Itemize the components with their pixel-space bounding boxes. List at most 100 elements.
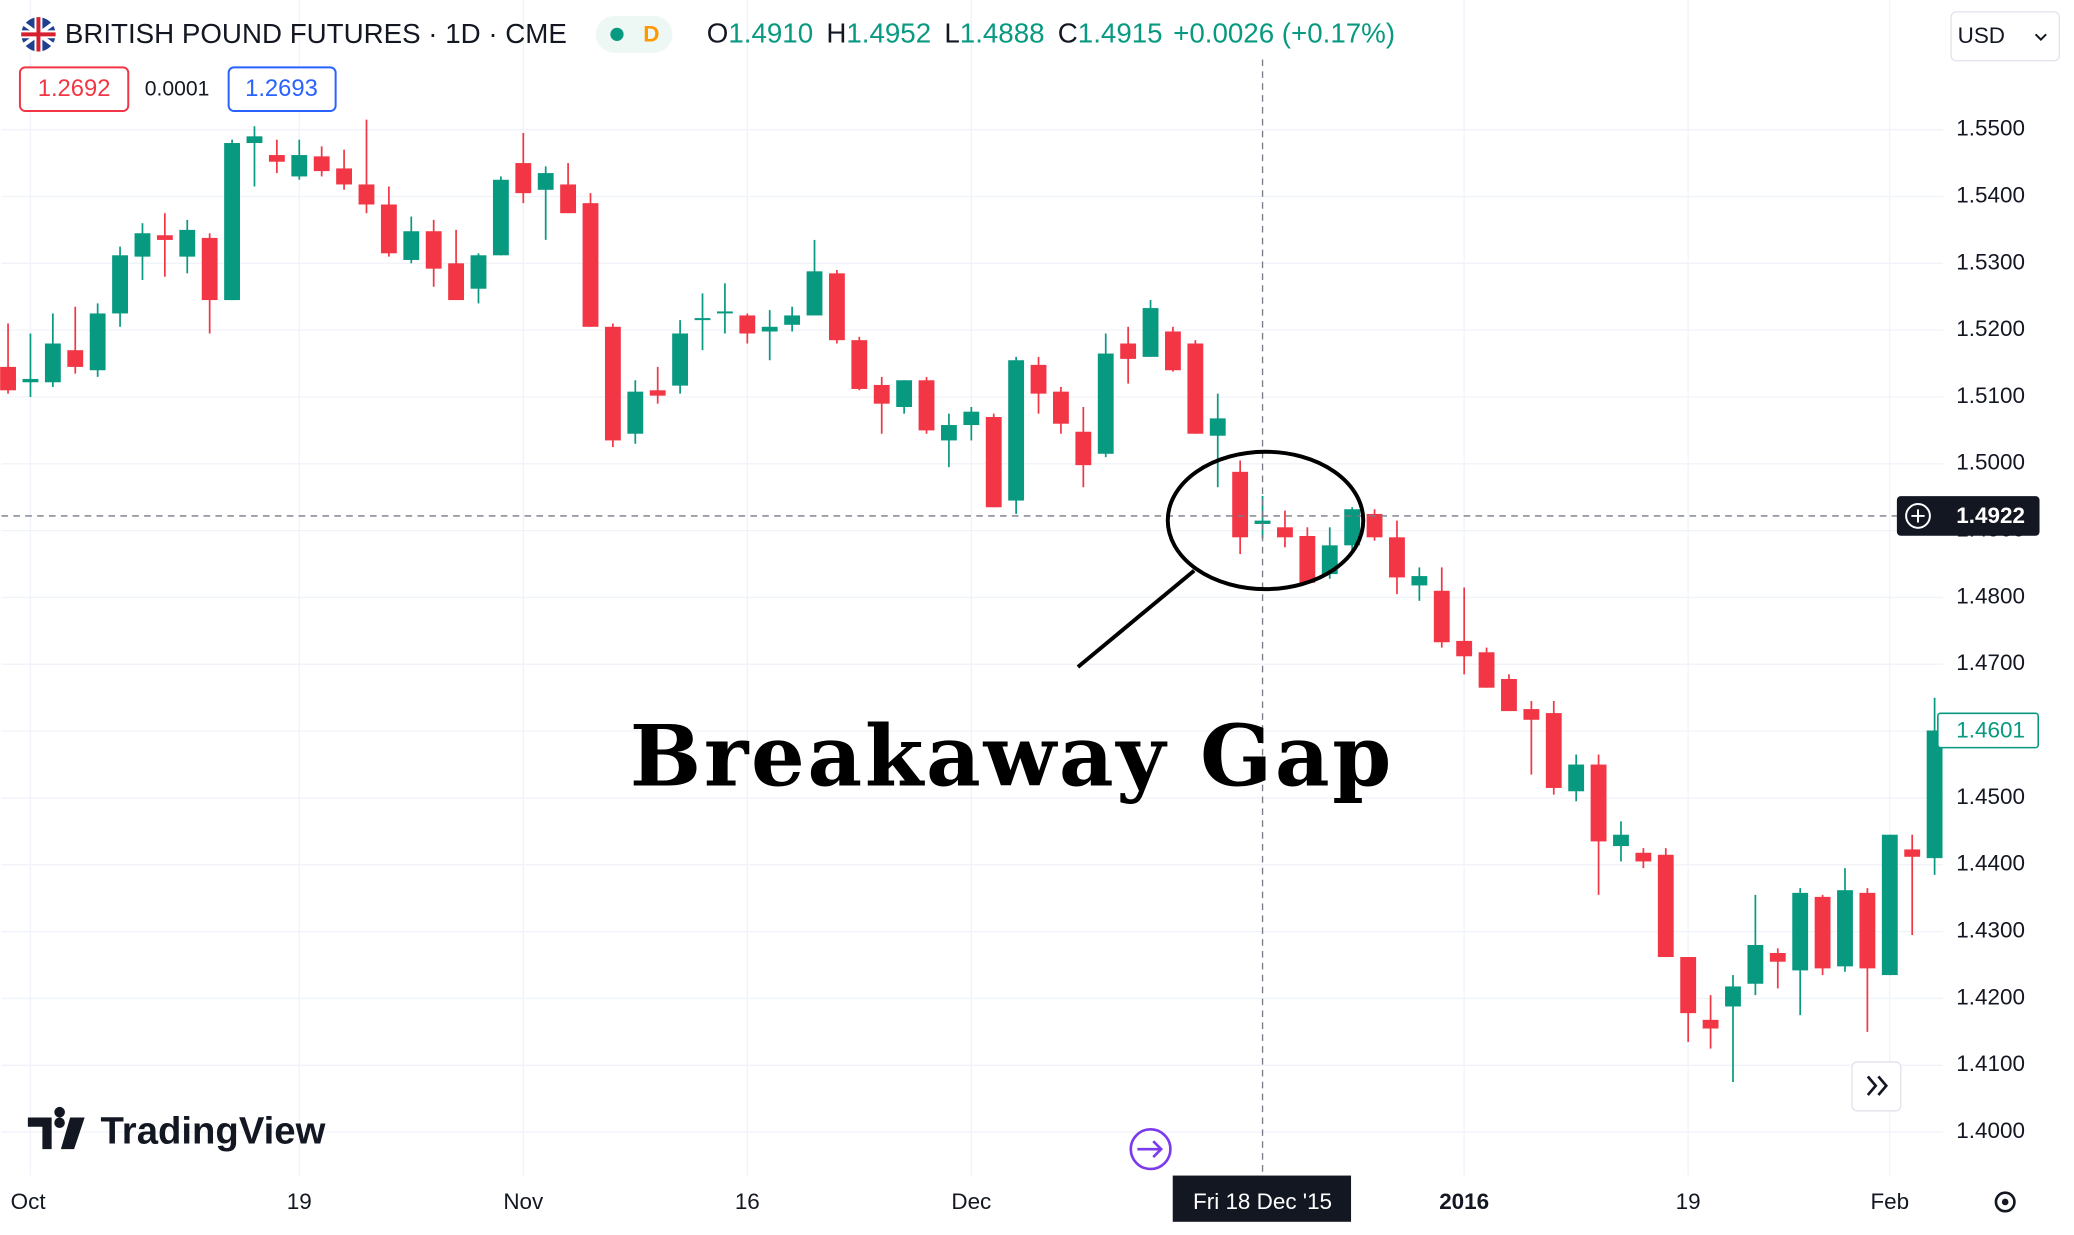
- buy-price[interactable]: 1.2693: [245, 75, 318, 102]
- candle-body: [1344, 509, 1361, 546]
- candle-body: [201, 237, 218, 301]
- y-tick-label: 1.4700: [1956, 650, 2025, 675]
- annotation-text: Breakaway Gap: [630, 706, 1394, 805]
- symbol: BRITISH POUND FUTURES · 1D · CME: [65, 18, 567, 49]
- buy-button[interactable]: [227, 66, 337, 112]
- annotation-arrow: [1076, 569, 1196, 669]
- sell-button[interactable]: [18, 66, 130, 112]
- candle-body: [1859, 892, 1876, 969]
- y-tick-label: 1.5400: [1956, 182, 2025, 207]
- x-tick-label: Oct: [11, 1189, 47, 1214]
- candle-body: [179, 229, 196, 257]
- candle-body: [1008, 360, 1025, 501]
- candle-body: [963, 411, 980, 426]
- y-tick-label: 1.4500: [1956, 784, 2025, 809]
- candle-body: [1747, 944, 1764, 984]
- candle-body: [851, 340, 868, 389]
- crosshair-price: 1.4922: [1956, 503, 2025, 528]
- candle-body: [537, 173, 554, 190]
- candle-body: [1299, 535, 1316, 583]
- replay-icon: [1137, 1140, 1164, 1159]
- candle-body: [873, 384, 890, 404]
- candle-body: [1232, 471, 1249, 538]
- candle-body: [806, 271, 823, 316]
- value: 1.4910: [728, 18, 813, 49]
- y-tick-label: 1.5200: [1956, 316, 2025, 341]
- candle-body: [1366, 513, 1383, 538]
- candle-body: [1568, 764, 1585, 792]
- candle-body: [1635, 852, 1652, 862]
- y-tick-label: 1.4300: [1956, 918, 2025, 943]
- crosshair-date: Fri 18 Dec '15: [1193, 1189, 1332, 1214]
- candle-body: [224, 143, 240, 301]
- candle-body: [1501, 679, 1517, 712]
- add-alert-icon: [1905, 503, 1931, 529]
- candle-body: [896, 380, 913, 408]
- candle-body: [1590, 764, 1607, 842]
- candle-body: [1904, 849, 1921, 857]
- logo-text: TradingView: [101, 1109, 326, 1152]
- candle-body: [112, 255, 128, 314]
- candle-body: [941, 425, 957, 441]
- candle-body: [44, 343, 61, 383]
- candle-body: [336, 168, 353, 185]
- x-tick-label: 19: [1676, 1189, 1701, 1214]
- candle-body: [672, 333, 689, 386]
- annotation: Breakaway Gap: [630, 449, 1394, 805]
- x-tick-label: 2016: [1439, 1189, 1489, 1214]
- y-tick-label: 1.4800: [1956, 583, 2025, 608]
- candle-body: [358, 184, 375, 205]
- candle-body: [1030, 364, 1047, 394]
- candle-body: [1142, 308, 1159, 357]
- label: H: [826, 18, 846, 49]
- y-tick-label: 1.4000: [1956, 1118, 2025, 1143]
- overlay: 1.4000 1.4100 1.4200 1.4300 1.4400 1.4500 1.46…: [1, 59, 2040, 1222]
- candle-body: [67, 350, 84, 367]
- candle-body: [985, 417, 1002, 508]
- candle-body: [89, 313, 106, 371]
- logo-icon: [27, 1106, 85, 1150]
- candle-body: [1209, 418, 1226, 436]
- candle-body: [1411, 576, 1428, 586]
- candle-body: [1254, 520, 1271, 524]
- candle-body: [761, 326, 778, 332]
- label: O: [707, 18, 729, 49]
- annotation-ellipse: [1165, 449, 1366, 592]
- candle-body: [156, 235, 173, 240]
- candle-body: [694, 318, 711, 321]
- candle-body: [1456, 640, 1473, 657]
- candle-body: [134, 233, 151, 257]
- candle-body: [604, 326, 621, 441]
- y-tick-label: 1.5100: [1956, 383, 2025, 408]
- candle-body: [739, 315, 756, 334]
- flag-icon: [21, 17, 56, 52]
- candle-body: [1053, 391, 1069, 424]
- candle-body: [448, 263, 465, 301]
- candle-body: [470, 255, 487, 289]
- candle-body: [313, 156, 330, 172]
- y-tick-label: 1.4100: [1956, 1051, 2025, 1076]
- candle-body: [380, 204, 397, 254]
- currency[interactable]: USD: [1958, 23, 2005, 48]
- candle-body: [1881, 834, 1898, 976]
- currency-button[interactable]: [1950, 11, 2061, 62]
- candle-body: [716, 311, 733, 314]
- crosshair-date-box: [1172, 1175, 1352, 1222]
- last-price-box: [1937, 712, 2040, 749]
- sell-price[interactable]: 1.2692: [38, 75, 111, 102]
- value: 1.4888: [960, 18, 1045, 49]
- candle-body: [1613, 834, 1629, 847]
- candles: [0, 119, 1943, 1082]
- label: C: [1058, 18, 1078, 49]
- x-tick-label: 19: [287, 1189, 312, 1214]
- settings-button[interactable]: [1994, 1191, 2016, 1213]
- y-tick-label: 1.5300: [1956, 249, 2025, 274]
- candle-body: [1523, 709, 1540, 720]
- value: 1.4915: [1078, 18, 1163, 49]
- logo-icon: [54, 1117, 65, 1129]
- candle-body: [1792, 892, 1809, 971]
- last-price: 1.4601: [1956, 718, 2025, 743]
- x-tick-label: Feb: [1870, 1189, 1909, 1214]
